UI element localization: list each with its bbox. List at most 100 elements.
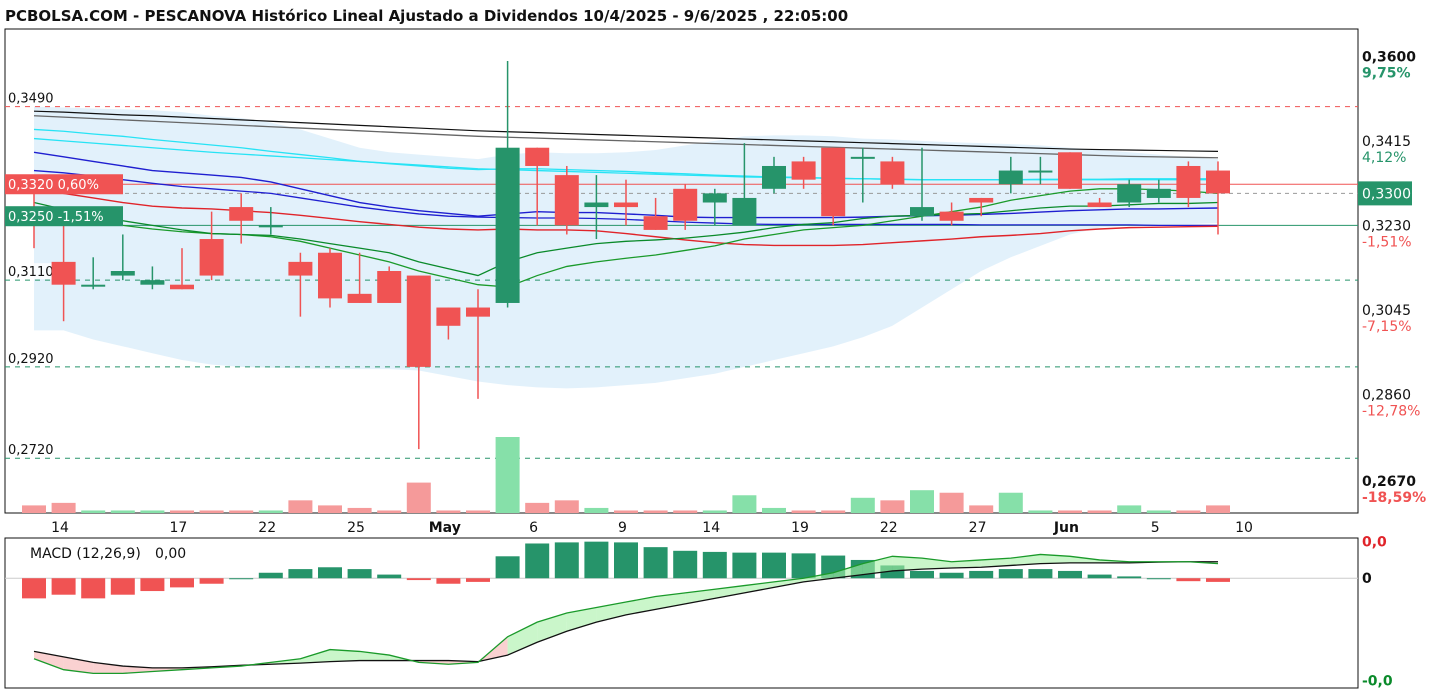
- price-axis-label: 0,3045: [1362, 303, 1411, 319]
- volume-bar: [1087, 510, 1112, 513]
- volume-bar: [436, 510, 461, 513]
- macd-histogram-bar: [732, 552, 757, 579]
- volume-bar: [140, 510, 165, 513]
- volume-bar: [554, 500, 579, 513]
- candle-body: [466, 307, 490, 317]
- volume-bar: [170, 510, 194, 513]
- date-axis-label: 25: [347, 520, 365, 536]
- volume-bar: [347, 507, 372, 513]
- candle-body: [110, 271, 135, 276]
- candle-body: [170, 284, 194, 290]
- price-axis-label: 0,2860: [1362, 387, 1411, 403]
- volume-bar: [821, 510, 846, 513]
- level-label: 0,2720: [8, 443, 54, 458]
- candle-body: [140, 280, 165, 285]
- macd-histogram-bar: [1206, 578, 1230, 582]
- candle-body: [406, 275, 431, 367]
- date-axis-label: 27: [969, 520, 987, 536]
- price-axis-label: 0,3415: [1362, 134, 1411, 150]
- candle-body: [377, 271, 402, 303]
- candle-body: [614, 202, 638, 208]
- macd-signal-fill: [1040, 554, 1070, 564]
- last-price-label: 0,3300: [1362, 186, 1411, 202]
- level-label-bg: [6, 89, 64, 106]
- date-axis-label: 6: [529, 520, 538, 536]
- macd-histogram-bar: [998, 569, 1023, 579]
- date-axis-label: 14: [702, 520, 720, 536]
- volume-bar: [1146, 510, 1171, 513]
- volume-bar: [998, 492, 1023, 513]
- macd-axis-label: 0,0: [1362, 535, 1387, 551]
- candlesticks: [22, 60, 1230, 450]
- volume-bar: [199, 510, 224, 513]
- macd-signal-fill: [300, 649, 330, 664]
- macd-histogram-bar: [1028, 569, 1053, 579]
- volume-bar: [762, 507, 786, 513]
- price-axis-label: 0,3600: [1362, 49, 1416, 65]
- volume-bar: [791, 510, 816, 513]
- macd-histogram-bar: [1176, 578, 1201, 582]
- date-axis-label: 19: [791, 520, 809, 536]
- volume-bar: [702, 510, 727, 513]
- support-resistance-levels: 0,3490 0,3110 0,2920 0,2720: [5, 89, 1358, 459]
- macd-histogram-bar: [406, 578, 431, 581]
- candle-body: [969, 197, 994, 203]
- date-axis-label: 14: [51, 520, 69, 536]
- volume-bars: [22, 437, 1230, 513]
- macd-signal-fill: [774, 578, 804, 588]
- date-axis-label: 10: [1235, 520, 1253, 536]
- level-label: 0,2920: [8, 352, 54, 367]
- macd-histogram-bar: [258, 572, 283, 579]
- macd-signal-fill: [833, 563, 863, 579]
- macd-signal-fill: [596, 602, 626, 623]
- price-tag-label: 0,3320 0,60%: [8, 178, 99, 193]
- volume-bar: [229, 510, 254, 513]
- candle-body: [702, 193, 727, 203]
- candle-body: [318, 252, 342, 299]
- macd-axis-label: -0,0: [1362, 674, 1393, 690]
- volume-bar: [258, 510, 283, 513]
- volume-bar: [850, 497, 875, 513]
- macd-axis: 0,0 0 -0,0: [1362, 535, 1393, 690]
- volume-bar: [1028, 510, 1053, 513]
- macd-signal-line: [33, 561, 1218, 669]
- candle-body: [791, 161, 816, 180]
- chart-title: PCBOLSA.COM - PESCANOVA Histórico Lineal…: [5, 7, 848, 25]
- date-axis-label: May: [429, 520, 461, 536]
- macd-histogram-bar: [229, 578, 254, 580]
- volume-bar: [614, 510, 638, 513]
- level-label-bg: [6, 441, 64, 458]
- volume-bar: [1058, 510, 1082, 513]
- macd-histogram-bar: [436, 578, 461, 584]
- volume-bar: [51, 502, 76, 513]
- macd-value: 0,00: [155, 546, 186, 562]
- macd-histogram-bar: [643, 547, 668, 579]
- volume-bar: [466, 510, 490, 513]
- candle-body: [199, 239, 224, 276]
- candle-body: [821, 147, 846, 217]
- date-axis-label: Jun: [1053, 520, 1079, 536]
- macd-histogram-bar: [1058, 570, 1082, 579]
- macd-signal-fill: [359, 651, 390, 661]
- candle-body: [436, 307, 461, 326]
- volume-bar: [1117, 505, 1142, 513]
- macd-signal-fill: [892, 556, 922, 571]
- macd-histogram-bar: [584, 541, 609, 579]
- candle-body: [643, 216, 668, 230]
- volume-bar: [584, 507, 609, 513]
- macd-histogram-bar: [1117, 576, 1142, 579]
- volume-bar: [643, 510, 668, 513]
- macd-histogram-bar: [1087, 574, 1112, 579]
- macd-histogram-bar: [347, 569, 372, 579]
- price-axis-label: 0,3230: [1362, 218, 1411, 234]
- volume-bar: [288, 500, 313, 513]
- level-label: 0,3110: [8, 265, 54, 280]
- candle-body: [51, 261, 76, 285]
- volume-bar: [910, 490, 934, 513]
- price-tag-label: 0,3250 -1,51%: [8, 210, 104, 225]
- macd-histogram-bar: [318, 567, 342, 579]
- overlay-ema20: [33, 201, 1219, 277]
- percent-axis-label: -1,51%: [1362, 234, 1412, 250]
